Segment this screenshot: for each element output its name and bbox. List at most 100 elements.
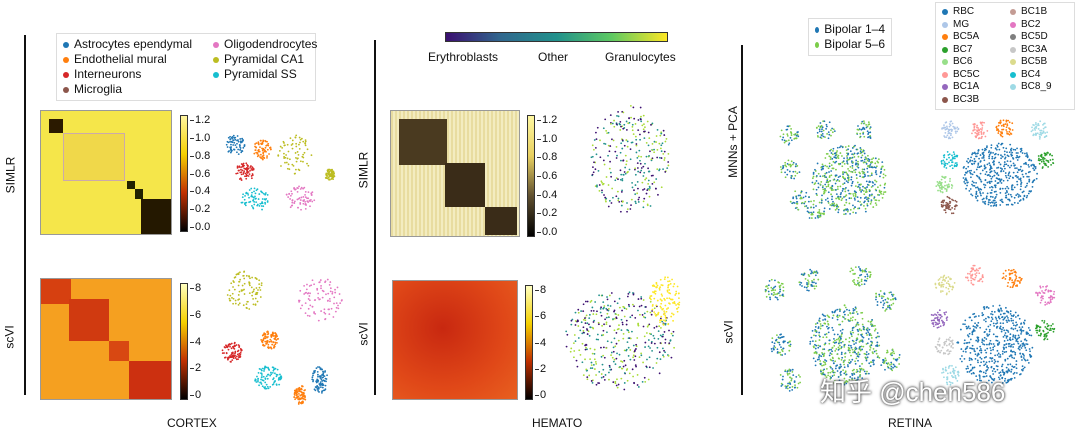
retina-mnn-celltype <box>935 175 954 194</box>
batch-legend: Bipolar 1–4 Bipolar 5–6 <box>808 18 892 56</box>
colorbar-tick: 0 <box>534 389 547 401</box>
scatter-cluster <box>221 341 243 363</box>
legend-item: BC5B <box>1010 56 1078 69</box>
retina-mnn-celltype <box>962 142 1039 207</box>
legend-item: BC3A <box>1010 44 1078 57</box>
retina-scvi-celltype <box>941 364 960 386</box>
scatter-cluster <box>253 139 272 161</box>
legend-label: Pyramidal SS <box>224 67 297 81</box>
colorbar-tick: 6 <box>534 310 547 323</box>
scatter-cluster <box>311 366 328 394</box>
colorbar-label: Granulocytes <box>605 50 676 64</box>
scatter-cluster <box>277 134 313 175</box>
legend-label: BC7 <box>953 43 973 55</box>
cortex-simlr-heatmap <box>40 110 172 235</box>
legend-label: Pyramidal CA1 <box>224 52 305 66</box>
legend-item: Endothelial mural <box>63 52 213 67</box>
colorbar-tick: 0.8 <box>189 149 211 162</box>
legend-item: RBC <box>942 6 1010 19</box>
retina-mnn-celltype <box>940 151 959 170</box>
legend-item: Pyramidal SS <box>213 67 323 82</box>
retina-mnn-celltype <box>1030 120 1049 140</box>
colorbar-label: Other <box>538 50 569 64</box>
dataset-label-cortex: CORTEX <box>167 416 217 430</box>
legend-item: BC5C <box>942 69 1010 82</box>
colorbar-tick: 0.4 <box>536 188 558 201</box>
retina-scvi-batch <box>779 368 802 392</box>
scatter-cluster <box>254 365 283 390</box>
dataset-label-hemato: HEMATO <box>532 416 583 430</box>
legend-label: MG <box>953 18 970 30</box>
legend-label: BC6 <box>953 56 973 67</box>
colorbar-tick: 2 <box>534 362 547 375</box>
colorbar: 1.2 1.0 0.8 0.6 0.4 0.2 0.0 <box>180 114 210 233</box>
hemato-scvi-cluster <box>565 291 675 391</box>
legend-item: BC7 <box>942 44 1010 57</box>
colorbar: 1.2 1.0 0.8 0.6 0.4 0.2 0.0 <box>527 114 557 238</box>
cell-type-legend: RBC BC1B MG BC2 BC5A BC5D BC7 BC3A BC6 BC5B BC5C BC… <box>935 2 1075 110</box>
hemato-scvi-heatmap <box>392 280 518 400</box>
colorbar-tick: 8 <box>534 284 547 296</box>
retina-mnn-batch <box>789 190 810 211</box>
divider <box>374 40 376 395</box>
scatter-cluster <box>260 330 280 350</box>
hemato-scvi-cluster <box>649 276 681 326</box>
retina-mnn-batch <box>815 120 836 140</box>
legend-item: BC1A <box>942 81 1010 94</box>
legend-item: BC1B <box>1010 6 1078 19</box>
scatter-cluster <box>235 162 255 181</box>
retina-mnn-celltype <box>940 195 958 215</box>
colorbar-label: Erythroblasts <box>428 50 499 64</box>
legend-item: BC5D <box>1010 31 1078 44</box>
dataset-label-retina: RETINA <box>888 416 933 430</box>
legend-label: Microglia <box>74 82 123 96</box>
colorbar-tick: 0.2 <box>189 203 211 216</box>
colorbar-tick: 0.4 <box>189 185 211 198</box>
colorbar-tick: 0.2 <box>536 207 558 220</box>
divider <box>741 45 743 395</box>
legend-item: BC6 <box>942 56 1010 69</box>
colorbar: 8 6 4 2 0 <box>525 284 546 401</box>
retina-mnn-batch <box>811 144 887 216</box>
colorbar-tick: 0.0 <box>189 221 211 233</box>
colorbar-tick: 1.2 <box>536 114 558 126</box>
retina-mnn-batch <box>779 159 801 180</box>
legend-item: Microglia <box>63 82 213 97</box>
legend-item: BC4 <box>1010 69 1078 82</box>
colorbar-tick: 1.2 <box>189 114 211 126</box>
legend-label: Bipolar 1–4 <box>824 22 885 36</box>
scatter-cluster <box>285 185 316 211</box>
retina-mnn-batch <box>779 125 800 146</box>
retina-mnn-batch <box>856 120 872 140</box>
colorbar-tick: 1.0 <box>189 131 211 144</box>
legend-label: BC8_9 <box>1021 81 1052 92</box>
retina-scvi-celltype <box>1001 268 1023 289</box>
colorbar-tick: 8 <box>189 282 202 294</box>
scatter-cluster <box>293 385 307 405</box>
hemato-simlr-cluster <box>590 104 670 213</box>
legend-item: MG <box>942 19 1010 32</box>
watermark: 知乎 @chen586 <box>820 377 1006 407</box>
legend-label: BC5B <box>1021 56 1048 67</box>
retina-scvi-celltype <box>1035 285 1056 306</box>
legend-item: BC3B <box>942 94 1010 107</box>
scatter-cluster <box>324 168 336 181</box>
legend-label: Endothelial mural <box>74 52 167 66</box>
retina-mnn-celltype <box>941 120 960 140</box>
retina-scvi-celltype <box>956 304 1034 386</box>
retina-scvi-celltype <box>934 336 954 356</box>
legend-item: Pyramidal CA1 <box>213 52 323 67</box>
colorbar-tick: 4 <box>189 335 202 348</box>
colorbar-tick: 0.8 <box>536 151 558 164</box>
retina-mnn-celltype <box>1037 151 1055 169</box>
colorbar-tick: 0.6 <box>189 167 211 180</box>
retina-scvi-batch <box>849 266 872 287</box>
retina-scvi-celltype <box>930 309 949 329</box>
scatter-cluster <box>226 270 263 310</box>
retina-mnn-celltype <box>971 121 989 140</box>
legend-label: RBC <box>953 6 975 17</box>
legend-item: Astrocytes ependymal <box>63 37 213 52</box>
colorbar-tick: 2 <box>189 362 202 375</box>
legend-label: BC4 <box>1021 68 1041 80</box>
retina-scvi-celltype <box>1034 319 1056 341</box>
